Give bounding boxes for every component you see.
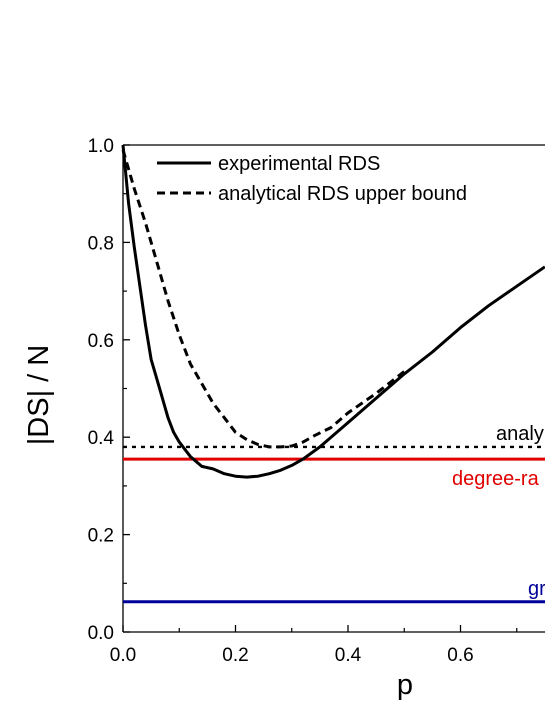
y-axis-label: |DS| / N: [23, 345, 55, 445]
y-tick-label: 0.6: [88, 331, 114, 352]
legend-label: analytical RDS upper bound: [218, 183, 467, 205]
plot-frame: [122, 144, 545, 633]
y-tick-label: 0.4: [88, 428, 115, 449]
series-line: [121, 144, 545, 479]
x-tick-label: 0.2: [222, 645, 248, 666]
y-axis-ticks: 0.0 0.2 0.4 0.6 0.8 1.0: [88, 136, 130, 644]
x-axis-ticks: 0.0 0.2 0.4 0.6: [110, 625, 518, 666]
series-line: [121, 149, 406, 449]
x-axis-label: p: [397, 669, 413, 701]
reference-line-label: analy: [496, 423, 544, 445]
y-tick-label: 0.0: [88, 623, 114, 644]
y-tick-label: 0.2: [88, 526, 114, 547]
reference-line-label: degree-ra: [452, 468, 540, 490]
y-tick-label: 1.0: [88, 136, 114, 157]
x-tick-label: 0.0: [110, 645, 136, 666]
legend: experimental RDS analytical RDS upper bou…: [157, 153, 467, 205]
x-tick-label: 0.6: [447, 645, 473, 666]
reference-lines: analy degree-ra gr: [123, 423, 545, 604]
series-lines: [121, 144, 545, 479]
y-tick-label: 0.8: [88, 233, 114, 254]
legend-label: experimental RDS: [218, 153, 380, 175]
reference-line-label: gr: [528, 578, 545, 600]
x-tick-label: 0.4: [335, 645, 362, 666]
